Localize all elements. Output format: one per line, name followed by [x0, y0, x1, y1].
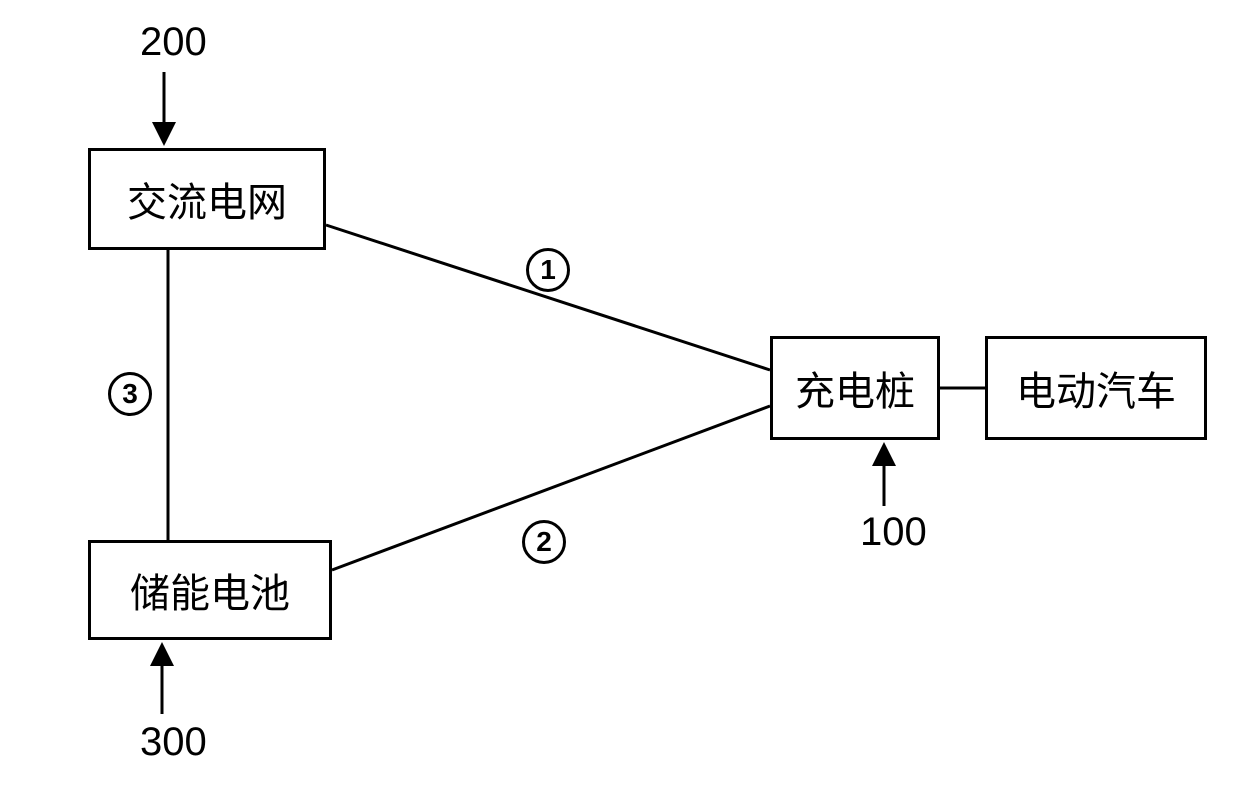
arrow-100 — [0, 0, 1240, 789]
